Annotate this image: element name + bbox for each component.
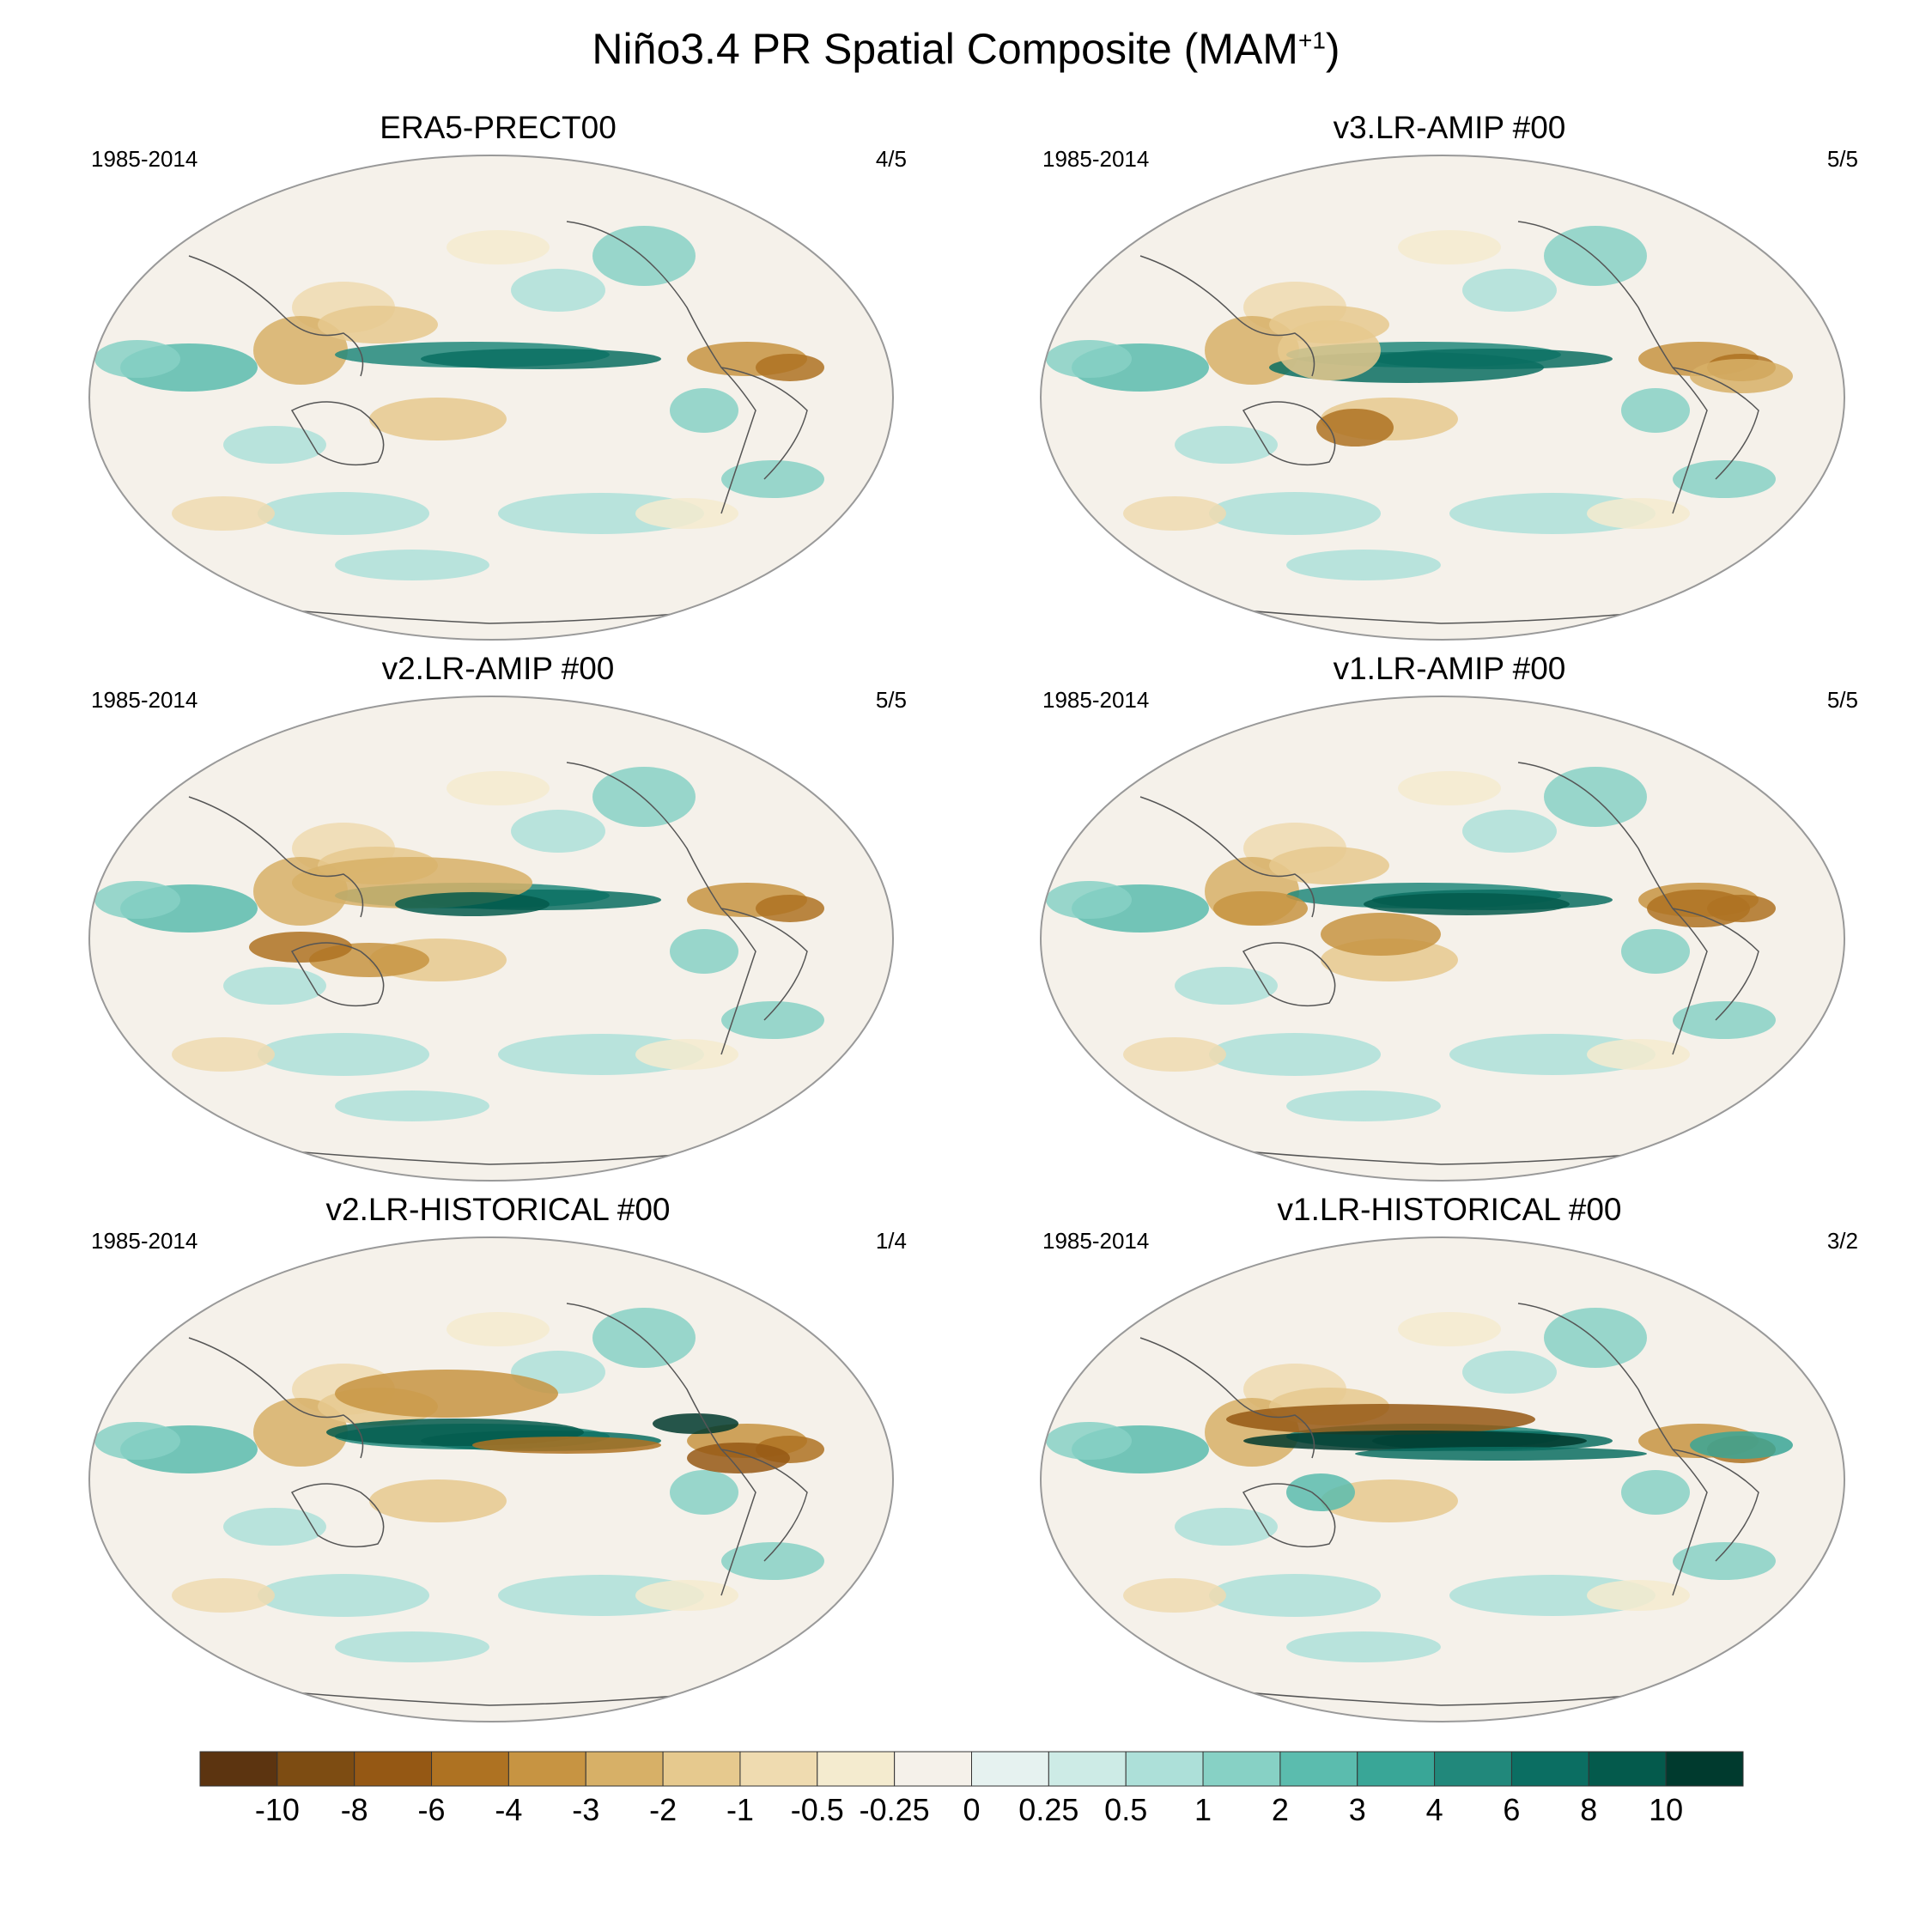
colorbar-swatch [1510, 1751, 1589, 1787]
colorbar-swatch [1588, 1751, 1667, 1787]
panel-v1-amip: v1.LR-AMIP #00 1985-2014 5/5 [1037, 651, 1862, 1192]
colorbar-swatch [1048, 1751, 1127, 1787]
colorbar-tick-label: -4 [495, 1792, 522, 1827]
colorbar-swatch [507, 1751, 586, 1787]
panel-ratio: 1/4 [875, 1228, 907, 1254]
map-v1-amip [1040, 696, 1845, 1182]
panel-period: 1985-2014 [91, 146, 198, 172]
colorbar-tick-label: 0.25 [1018, 1792, 1078, 1827]
colorbar-tick-label: -3 [572, 1792, 599, 1827]
panel-ratio: 4/5 [875, 146, 907, 172]
colorbar-tick-label: -8 [341, 1792, 368, 1827]
colorbar-swatch [1665, 1751, 1744, 1787]
panel-title: v3.LR-AMIP #00 [1333, 110, 1566, 145]
colorbar-swatch [585, 1751, 664, 1787]
panel-title: v1.LR-HISTORICAL #00 [1277, 1192, 1622, 1227]
panel-v2-amip: v2.LR-AMIP #00 1985-2014 5/5 [86, 651, 910, 1192]
panel-era5: ERA5-PRECT00 1985-2014 4/5 [86, 110, 910, 651]
colorbar-tick-label: 8 [1580, 1792, 1597, 1827]
colorbar-tick-label: 10 [1649, 1792, 1683, 1827]
colorbar-swatch [662, 1751, 741, 1787]
colorbar: -10 -8 -6 -4 -3 -2 -1 -0.5 -0.25 0 0.25 0.5 1 2 3 4 6 8 10 [199, 1751, 1744, 1827]
colorbar-tick-label: 3 [1349, 1792, 1366, 1827]
colorbar-swatch [1434, 1751, 1512, 1787]
colorbar-tick-label: -6 [418, 1792, 446, 1827]
panel-title: v2.LR-AMIP #00 [381, 651, 615, 686]
colorbar-swatch [817, 1751, 896, 1787]
colorbar-swatch [276, 1751, 355, 1787]
panel-title: v1.LR-AMIP #00 [1333, 651, 1566, 686]
panel-ratio: 5/5 [1826, 146, 1858, 172]
colorbar-tick-label: 0 [963, 1792, 980, 1827]
map-era5 [88, 155, 894, 641]
colorbar-swatch [1125, 1751, 1204, 1787]
panel-v2-historical: v2.LR-HISTORICAL #00 1985-2014 1/4 [86, 1192, 910, 1733]
title-superscript: +1 [1297, 27, 1326, 54]
panel-period: 1985-2014 [1042, 687, 1150, 713]
panel-title: ERA5-PRECT00 [380, 110, 617, 145]
panel-title: v2.LR-HISTORICAL #00 [325, 1192, 671, 1227]
colorbar-tick-label: 1 [1194, 1792, 1212, 1827]
panel-ratio: 5/5 [1826, 687, 1858, 713]
colorbar-tick-label: -1 [726, 1792, 754, 1827]
colorbar-swatch [971, 1751, 1049, 1787]
colorbar-tick-label: 4 [1426, 1792, 1443, 1827]
panel-ratio: 3/2 [1826, 1228, 1858, 1254]
panel-ratio: 5/5 [875, 687, 907, 713]
map-v1-historical [1040, 1236, 1845, 1722]
colorbar-tick-label: 2 [1272, 1792, 1289, 1827]
colorbar-swatch [739, 1751, 818, 1787]
panel-period: 1985-2014 [1042, 1228, 1150, 1254]
map-v3-amip [1040, 155, 1845, 641]
colorbar-tick-label: -0.25 [860, 1792, 930, 1827]
colorbar-tick-label: 0.5 [1104, 1792, 1147, 1827]
colorbar-swatch [431, 1751, 509, 1787]
panel-period: 1985-2014 [91, 687, 198, 713]
panel-period: 1985-2014 [91, 1228, 198, 1254]
colorbar-swatch [1202, 1751, 1281, 1787]
colorbar-tick-label: -2 [649, 1792, 677, 1827]
panel-period: 1985-2014 [1042, 146, 1150, 172]
map-v2-historical [88, 1236, 894, 1722]
colorbar-swatch [354, 1751, 433, 1787]
colorbar-tick-label: -0.5 [791, 1792, 844, 1827]
map-v2-amip [88, 696, 894, 1182]
colorbar-swatch [1279, 1751, 1358, 1787]
panel-v3-amip: v3.LR-AMIP #00 1985-2014 5/5 [1037, 110, 1862, 651]
colorbar-tick-label: 6 [1503, 1792, 1520, 1827]
panel-v1-historical: v1.LR-HISTORICAL #00 1985-2014 3/2 [1037, 1192, 1862, 1733]
figure-title: Niño3.4 PR Spatial Composite (MAM+1) [0, 24, 1932, 74]
title-close-paren: ) [1325, 25, 1340, 73]
colorbar-tick-label: -10 [255, 1792, 300, 1827]
colorbar-swatch [894, 1751, 973, 1787]
colorbar-swatch [1357, 1751, 1436, 1787]
colorbar-swatch [199, 1751, 278, 1787]
title-text: Niño3.4 PR Spatial Composite (MAM [592, 25, 1298, 73]
